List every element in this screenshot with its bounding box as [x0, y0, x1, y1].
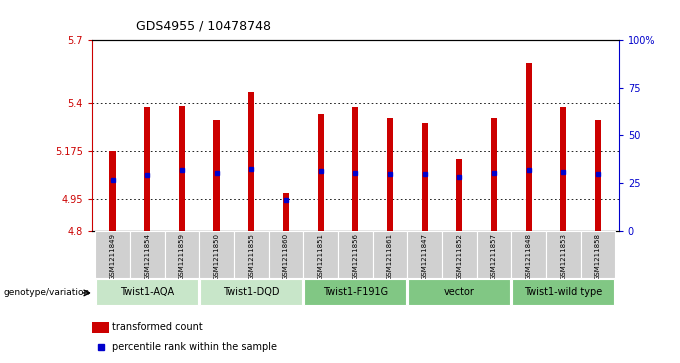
Bar: [283, 193, 289, 231]
Text: GSM1211853: GSM1211853: [560, 233, 566, 280]
Text: GSM1211859: GSM1211859: [179, 233, 185, 280]
Bar: [456, 159, 462, 231]
Bar: [95, 231, 130, 278]
Bar: [407, 231, 442, 278]
Bar: [144, 107, 150, 231]
Bar: [408, 279, 511, 305]
Bar: [526, 63, 532, 231]
Text: GSM1211849: GSM1211849: [109, 233, 116, 280]
Bar: [546, 231, 581, 278]
Text: percentile rank within the sample: percentile rank within the sample: [112, 342, 277, 352]
Bar: [387, 118, 393, 231]
Bar: [595, 121, 601, 231]
Bar: [581, 231, 615, 278]
Bar: [165, 231, 199, 278]
Bar: [318, 114, 324, 231]
Text: GSM1211847: GSM1211847: [422, 233, 428, 280]
Bar: [511, 231, 546, 278]
Bar: [560, 107, 566, 231]
Bar: [179, 106, 185, 231]
Text: vector: vector: [444, 287, 475, 297]
Text: GSM1211855: GSM1211855: [248, 233, 254, 280]
Text: Twist1-DQD: Twist1-DQD: [223, 287, 279, 297]
Bar: [92, 322, 109, 333]
Bar: [200, 279, 303, 305]
Text: GSM1211861: GSM1211861: [387, 233, 393, 280]
Text: GSM1211858: GSM1211858: [595, 233, 601, 280]
Text: GSM1211852: GSM1211852: [456, 233, 462, 280]
Bar: [130, 231, 165, 278]
Text: genotype/variation: genotype/variation: [3, 289, 90, 297]
Bar: [303, 231, 338, 278]
Bar: [352, 107, 358, 231]
Text: transformed count: transformed count: [112, 322, 203, 333]
Text: GDS4955 / 10478748: GDS4955 / 10478748: [137, 20, 271, 33]
Bar: [199, 231, 234, 278]
Bar: [338, 231, 373, 278]
Bar: [491, 118, 497, 231]
Bar: [442, 231, 477, 278]
Bar: [477, 231, 511, 278]
Text: Twist1-wild type: Twist1-wild type: [524, 287, 602, 297]
Text: Twist1-AQA: Twist1-AQA: [120, 287, 174, 297]
Text: GSM1211851: GSM1211851: [318, 233, 324, 280]
Text: GSM1211850: GSM1211850: [214, 233, 220, 280]
Bar: [304, 279, 407, 305]
Bar: [269, 231, 303, 278]
Text: Twist1-F191G: Twist1-F191G: [323, 287, 388, 297]
Bar: [96, 279, 199, 305]
Bar: [248, 92, 254, 231]
Bar: [214, 121, 220, 231]
Bar: [234, 231, 269, 278]
Bar: [373, 231, 407, 278]
Bar: [512, 279, 615, 305]
Text: GSM1211860: GSM1211860: [283, 233, 289, 280]
Bar: [109, 151, 116, 231]
Text: GSM1211848: GSM1211848: [526, 233, 532, 280]
Text: GSM1211857: GSM1211857: [491, 233, 497, 280]
Text: GSM1211854: GSM1211854: [144, 233, 150, 280]
Text: GSM1211856: GSM1211856: [352, 233, 358, 280]
Bar: [422, 123, 428, 231]
